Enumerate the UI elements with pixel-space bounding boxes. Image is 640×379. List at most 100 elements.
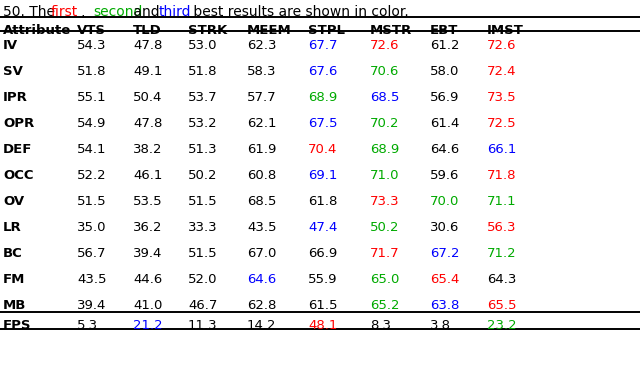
Text: 51.3: 51.3 [188,143,218,156]
Text: 65.0: 65.0 [370,273,399,286]
Text: 64.3: 64.3 [487,273,516,286]
Text: IV: IV [3,39,18,52]
Text: 39.4: 39.4 [77,299,106,312]
Text: 39.4: 39.4 [133,247,163,260]
Text: 66.1: 66.1 [487,143,516,156]
Text: 50.2: 50.2 [188,169,218,182]
Text: 35.0: 35.0 [77,221,106,234]
Text: 54.1: 54.1 [77,143,106,156]
Text: 56.3: 56.3 [487,221,516,234]
Text: 64.6: 64.6 [430,143,460,156]
Text: MB: MB [3,299,26,312]
Text: 67.7: 67.7 [308,39,337,52]
Text: 68.5: 68.5 [370,91,399,104]
Text: 46.1: 46.1 [133,169,163,182]
Text: MSTR: MSTR [370,24,412,37]
Text: 52.0: 52.0 [188,273,218,286]
Text: 43.5: 43.5 [77,273,106,286]
Text: 61.5: 61.5 [308,299,337,312]
Text: FPS: FPS [3,319,31,332]
Text: 65.2: 65.2 [370,299,399,312]
Text: 72.4: 72.4 [487,65,516,78]
Text: 59.6: 59.6 [430,169,460,182]
Text: 58.0: 58.0 [430,65,460,78]
Text: 71.0: 71.0 [370,169,399,182]
Text: 71.7: 71.7 [370,247,399,260]
Text: 71.2: 71.2 [487,247,516,260]
Text: 30.6: 30.6 [430,221,460,234]
Text: 52.2: 52.2 [77,169,107,182]
Text: 61.9: 61.9 [247,143,276,156]
Text: 56.7: 56.7 [77,247,106,260]
Text: ,: , [81,5,90,19]
Text: 54.9: 54.9 [77,117,106,130]
Text: 66.9: 66.9 [308,247,337,260]
Text: OPR: OPR [3,117,35,130]
Text: OCC: OCC [3,169,33,182]
Text: 51.5: 51.5 [77,195,107,208]
Text: 14.2: 14.2 [247,319,276,332]
Text: 38.2: 38.2 [133,143,163,156]
Text: 67.2: 67.2 [430,247,460,260]
Text: LR: LR [3,221,22,234]
Text: 48.1: 48.1 [308,319,337,332]
Text: 70.4: 70.4 [308,143,337,156]
Text: 67.6: 67.6 [308,65,337,78]
Text: 53.7: 53.7 [188,91,218,104]
Text: STPL: STPL [308,24,345,37]
Text: 47.8: 47.8 [133,117,163,130]
Text: TLD: TLD [133,24,162,37]
Text: 50. The: 50. The [3,5,60,19]
Text: 55.9: 55.9 [308,273,337,286]
Text: 44.6: 44.6 [133,273,163,286]
Text: first: first [51,5,78,19]
Text: 53.0: 53.0 [188,39,218,52]
Text: best results are shown in color.: best results are shown in color. [189,5,409,19]
Text: 53.5: 53.5 [133,195,163,208]
Text: 47.4: 47.4 [308,221,337,234]
Text: FM: FM [3,273,26,286]
Text: 23.2: 23.2 [487,319,516,332]
Text: 73.5: 73.5 [487,91,516,104]
Text: 11.3: 11.3 [188,319,218,332]
Text: 58.3: 58.3 [247,65,276,78]
Text: 51.5: 51.5 [188,195,218,208]
Text: 41.0: 41.0 [133,299,163,312]
Text: 8.3: 8.3 [370,319,391,332]
Text: SV: SV [3,65,23,78]
Text: 33.3: 33.3 [188,221,218,234]
Text: 72.5: 72.5 [487,117,516,130]
Text: third: third [159,5,191,19]
Text: IMST: IMST [487,24,524,37]
Text: Attribute: Attribute [3,24,71,37]
Text: IPR: IPR [3,91,28,104]
Text: 68.9: 68.9 [370,143,399,156]
Text: 5.3: 5.3 [77,319,98,332]
Text: 61.4: 61.4 [430,117,460,130]
Text: 73.3: 73.3 [370,195,399,208]
Text: 36.2: 36.2 [133,221,163,234]
Text: 69.1: 69.1 [308,169,337,182]
Text: 47.8: 47.8 [133,39,163,52]
Text: 68.5: 68.5 [247,195,276,208]
Text: 49.1: 49.1 [133,65,163,78]
Text: 68.9: 68.9 [308,91,337,104]
Text: 70.0: 70.0 [430,195,460,208]
Text: 63.8: 63.8 [430,299,460,312]
Text: 71.8: 71.8 [487,169,516,182]
Text: 43.5: 43.5 [247,221,276,234]
Text: 54.3: 54.3 [77,39,106,52]
Text: and: and [129,5,164,19]
Text: STRK: STRK [188,24,227,37]
Text: 62.8: 62.8 [247,299,276,312]
Text: 71.1: 71.1 [487,195,516,208]
Text: 55.1: 55.1 [77,91,107,104]
Text: 3.8: 3.8 [430,319,451,332]
Text: 46.7: 46.7 [188,299,218,312]
Text: DEF: DEF [3,143,33,156]
Text: 61.8: 61.8 [308,195,337,208]
Text: 64.6: 64.6 [247,273,276,286]
Text: 65.4: 65.4 [430,273,460,286]
Text: 21.2: 21.2 [133,319,163,332]
Text: 70.6: 70.6 [370,65,399,78]
